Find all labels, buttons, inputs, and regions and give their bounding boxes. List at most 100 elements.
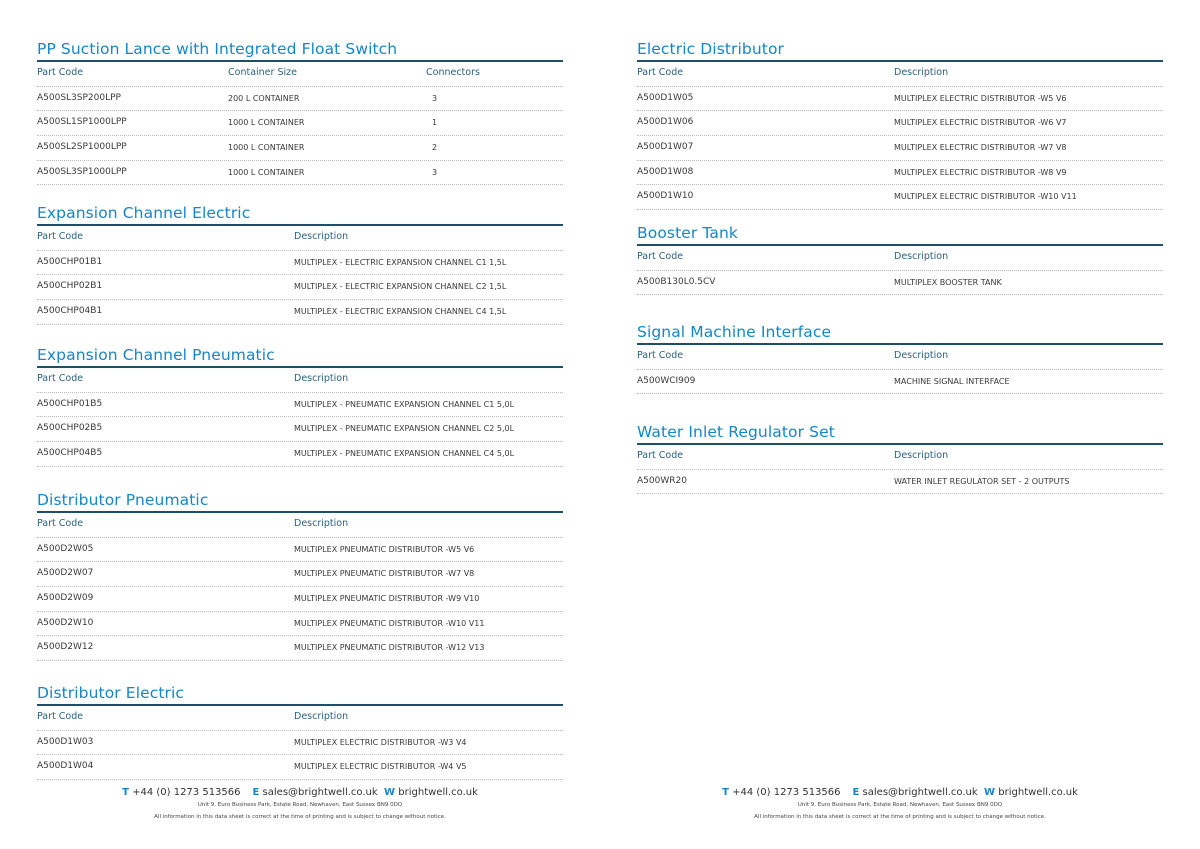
column-header: Part Code [37,711,84,722]
section-pp-suction-lance-with-integrated-float-switch: PP Suction Lance with Integrated Float S… [37,38,563,186]
table-header: Part Code Description [37,226,563,251]
cell: MULTIPLEX - ELECTRIC EXPANSION CHANNEL C… [294,282,507,292]
table-row: A500D2W07 MULTIPLEX PNEUMATIC DISTRIBUTOR… [37,562,563,588]
cell: 1000 L CONTAINER [228,118,305,128]
table-row: A500D1W06 MULTIPLEX ELECTRIC DISTRIBUTOR … [637,111,1163,137]
section-title: PP Suction Lance with Integrated Float S… [37,40,398,58]
table-row: A500SL1SP1000LPP 1000 L CONTAINER 1 [37,111,563,137]
section-divider [37,704,563,706]
part-code: A500SL2SP1000LPP [37,142,127,153]
table-header: Part Code Description [37,513,563,538]
section-distributor-pneumatic: Distributor Pneumatic Part Code Descriptio… [37,489,563,662]
section-title: Distributor Pneumatic [37,491,209,509]
table-row: A500D1W04 MULTIPLEX ELECTRIC DISTRIBUTOR … [37,755,563,781]
cell: MULTIPLEX BOOSTER TANK [894,277,1002,287]
cell: 1000 L CONTAINER [228,143,305,153]
table-header: Part Code Description [637,345,1163,370]
part-code: A500D2W09 [37,593,94,604]
column-header: Description [294,711,349,722]
part-code: A500CHP02B5 [37,423,103,434]
table-row: A500CHP01B1 MULTIPLEX - ELECTRIC EXPANSIO… [37,251,563,276]
contact-line: T +44 (0) 1273 513566 E sales@brightwell.… [0,787,600,798]
section-divider [37,511,563,513]
table-row: A500WCI909 MACHINE SIGNAL INTERFACE [637,370,1163,395]
cell: 3 [432,167,438,177]
cell: MULTIPLEX ELECTRIC DISTRIBUTOR -W10 V11 [894,192,1077,202]
cell: 1 [432,118,438,128]
section-title: Expansion Channel Electric [37,204,251,222]
part-code: A500D1W05 [637,92,694,103]
cell: MULTIPLEX PNEUMATIC DISTRIBUTOR -W7 V8 [294,569,475,579]
cell: MULTIPLEX PNEUMATIC DISTRIBUTOR -W12 V13 [294,643,485,653]
part-code: A500D1W03 [37,736,94,747]
section-electric-distributor: Electric Distributor Part Code Description… [637,38,1163,211]
table-header: Part Code Description [637,62,1163,87]
part-code: A500D1W04 [37,761,94,772]
footer: T +44 (0) 1273 513566 E sales@brightwell.… [0,787,600,820]
table-row: A500CHP04B5 MULTIPLEX - PNEUMATIC EXPANSI… [37,442,563,467]
table-row: A500SL2SP1000LPP 1000 L CONTAINER 2 [37,136,563,161]
table-row: A500D1W05 MULTIPLEX ELECTRIC DISTRIBUTOR … [637,87,1163,112]
part-code: A500WR20 [637,475,687,486]
part-code: A500CHP04B1 [37,306,103,317]
column-header: Description [894,350,949,361]
table-row: A500D1W03 MULTIPLEX ELECTRIC DISTRIBUTOR … [37,731,563,756]
part-code: A500D1W10 [637,191,694,202]
column-header: Description [294,518,349,529]
address: Unit 9, Euro Business Park, Estate Road,… [197,802,403,808]
section-divider [37,366,563,368]
part-code: A500CHP01B1 [37,256,103,267]
phone-label: T [722,787,729,798]
section-divider [637,443,1163,445]
address: Unit 9, Euro Business Park, Estate Road,… [797,802,1003,808]
part-code: A500D2W07 [37,568,94,579]
section-title: Electric Distributor [637,40,785,58]
cell: MULTIPLEX - PNEUMATIC EXPANSION CHANNEL … [294,449,515,459]
column-header: Part Code [37,231,84,242]
part-code: A500B130L0.5CV [637,276,716,287]
disclaimer: All information in this data sheet is co… [154,814,446,820]
table-row: A500SL3SP200LPP 200 L CONTAINER 3 [37,87,563,112]
section-divider [637,244,1163,246]
section-divider [637,60,1163,62]
table-header: Part Code Description [37,368,563,393]
section-title: Expansion Channel Pneumatic [37,346,275,364]
section-divider [37,60,563,62]
table-row: A500D2W12 MULTIPLEX PNEUMATIC DISTRIBUTOR… [37,636,563,662]
section-title: Booster Tank [637,224,738,242]
cell: MULTIPLEX - ELECTRIC EXPANSION CHANNEL C… [294,257,507,267]
part-code: A500D2W05 [37,543,94,554]
section-distributor-electric: Distributor Electric Part Code Description… [37,682,563,781]
table-row: A500D1W07 MULTIPLEX ELECTRIC DISTRIBUTOR … [637,136,1163,161]
phone-label: T [122,787,129,798]
email-label: E [852,787,860,798]
cell: 2 [432,143,438,153]
cell: 1000 L CONTAINER [228,167,305,177]
web-link[interactable]: brightwell.co.uk [998,787,1078,798]
column-header: Part Code [637,251,684,262]
table-row: A500CHP02B5 MULTIPLEX - PNEUMATIC EXPANSI… [37,417,563,443]
cell: MULTIPLEX ELECTRIC DISTRIBUTOR -W6 V7 [894,118,1067,128]
table-row: A500CHP01B5 MULTIPLEX - PNEUMATIC EXPANSI… [37,393,563,418]
table-row: A500WR20 WATER INLET REGULATOR SET - 2 OU… [637,470,1163,495]
section-title: Water Inlet Regulator Set [637,423,835,441]
table-row: A500D1W08 MULTIPLEX ELECTRIC DISTRIBUTOR … [637,161,1163,186]
part-code: A500D2W10 [37,617,94,628]
contact-line: T +44 (0) 1273 513566 E sales@brightwell.… [600,787,1200,798]
cell: 200 L CONTAINER [228,93,300,103]
section-divider [637,343,1163,345]
column-header: Connectors [426,67,480,78]
table-header: Part Code Description [637,246,1163,271]
column-header: Part Code [37,67,84,78]
email-link[interactable]: sales@brightwell.co.uk [862,787,978,798]
section-expansion-channel-electric: Expansion Channel Electric Part Code Descr… [37,202,563,325]
column-header: Description [294,373,349,384]
phone: +44 (0) 1273 513566 [132,787,241,798]
web-link[interactable]: brightwell.co.uk [398,787,478,798]
email-link[interactable]: sales@brightwell.co.uk [262,787,378,798]
cell: WATER INLET REGULATOR SET - 2 OUTPUTS [894,476,1070,486]
table-header: Part Code Description [37,706,563,731]
column-header: Part Code [637,350,684,361]
table-row: A500D2W09 MULTIPLEX PNEUMATIC DISTRIBUTOR… [37,587,563,612]
column-header: Description [294,231,349,242]
